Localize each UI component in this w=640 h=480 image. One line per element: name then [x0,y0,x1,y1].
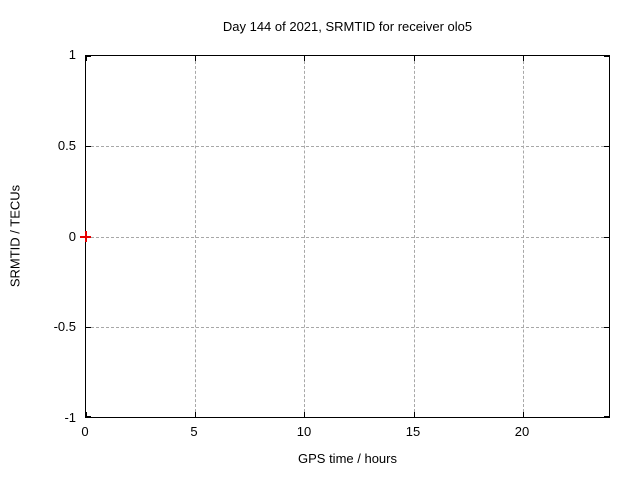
gridline-y-0 [86,237,609,238]
y-tick-label-1: 1 [68,47,76,62]
tick-bottom-15 [414,412,415,417]
y-tick-label--0.5: -0.5 [53,319,76,334]
tick-top-15 [414,56,415,61]
y-tick-label-0.5: 0.5 [57,138,76,153]
plot-area [80,55,610,418]
gridline-x-15 [414,56,415,417]
tick-left--1 [86,416,91,417]
tick-right--0.5 [604,327,609,328]
gridline-x-10 [304,56,305,417]
plus-marker-vertical-bar [85,231,87,242]
chart-title: Day 144 of 2021, SRMTID for receiver olo… [222,19,473,34]
tick-bottom-10 [304,412,305,417]
gridline-y--0.5 [86,327,609,328]
x-tick-label-5: 5 [190,424,198,439]
x-axis-label: GPS time / hours [298,451,397,466]
x-tick-label-0: 0 [81,424,89,439]
tick-top-5 [195,56,196,61]
gridline-x-20 [523,56,524,417]
y-tick-label-0: 0 [68,229,76,244]
x-tick-label-10: 10 [296,424,312,439]
x-tick-label-20: 20 [514,424,530,439]
x-tick-label-15: 15 [405,424,421,439]
tick-bottom-20 [523,412,524,417]
tick-bottom-5 [195,412,196,417]
tick-left-1 [86,56,91,57]
tick-right-0.5 [604,146,609,147]
tick-top-0 [86,56,87,61]
tick-top-20 [523,56,524,61]
tick-right-1 [604,56,609,57]
tick-left-0.5 [86,146,91,147]
y-tick-label--1: -1 [64,410,76,425]
gridline-x-5 [195,56,196,417]
data-point-marker [80,231,91,242]
tick-bottom-0 [86,412,87,417]
tick-right-0 [604,237,609,238]
gridline-y-0.5 [86,146,609,147]
tick-right--1 [604,416,609,417]
tick-top-10 [304,56,305,61]
tick-left--0.5 [86,327,91,328]
tick-left-0 [86,237,91,238]
